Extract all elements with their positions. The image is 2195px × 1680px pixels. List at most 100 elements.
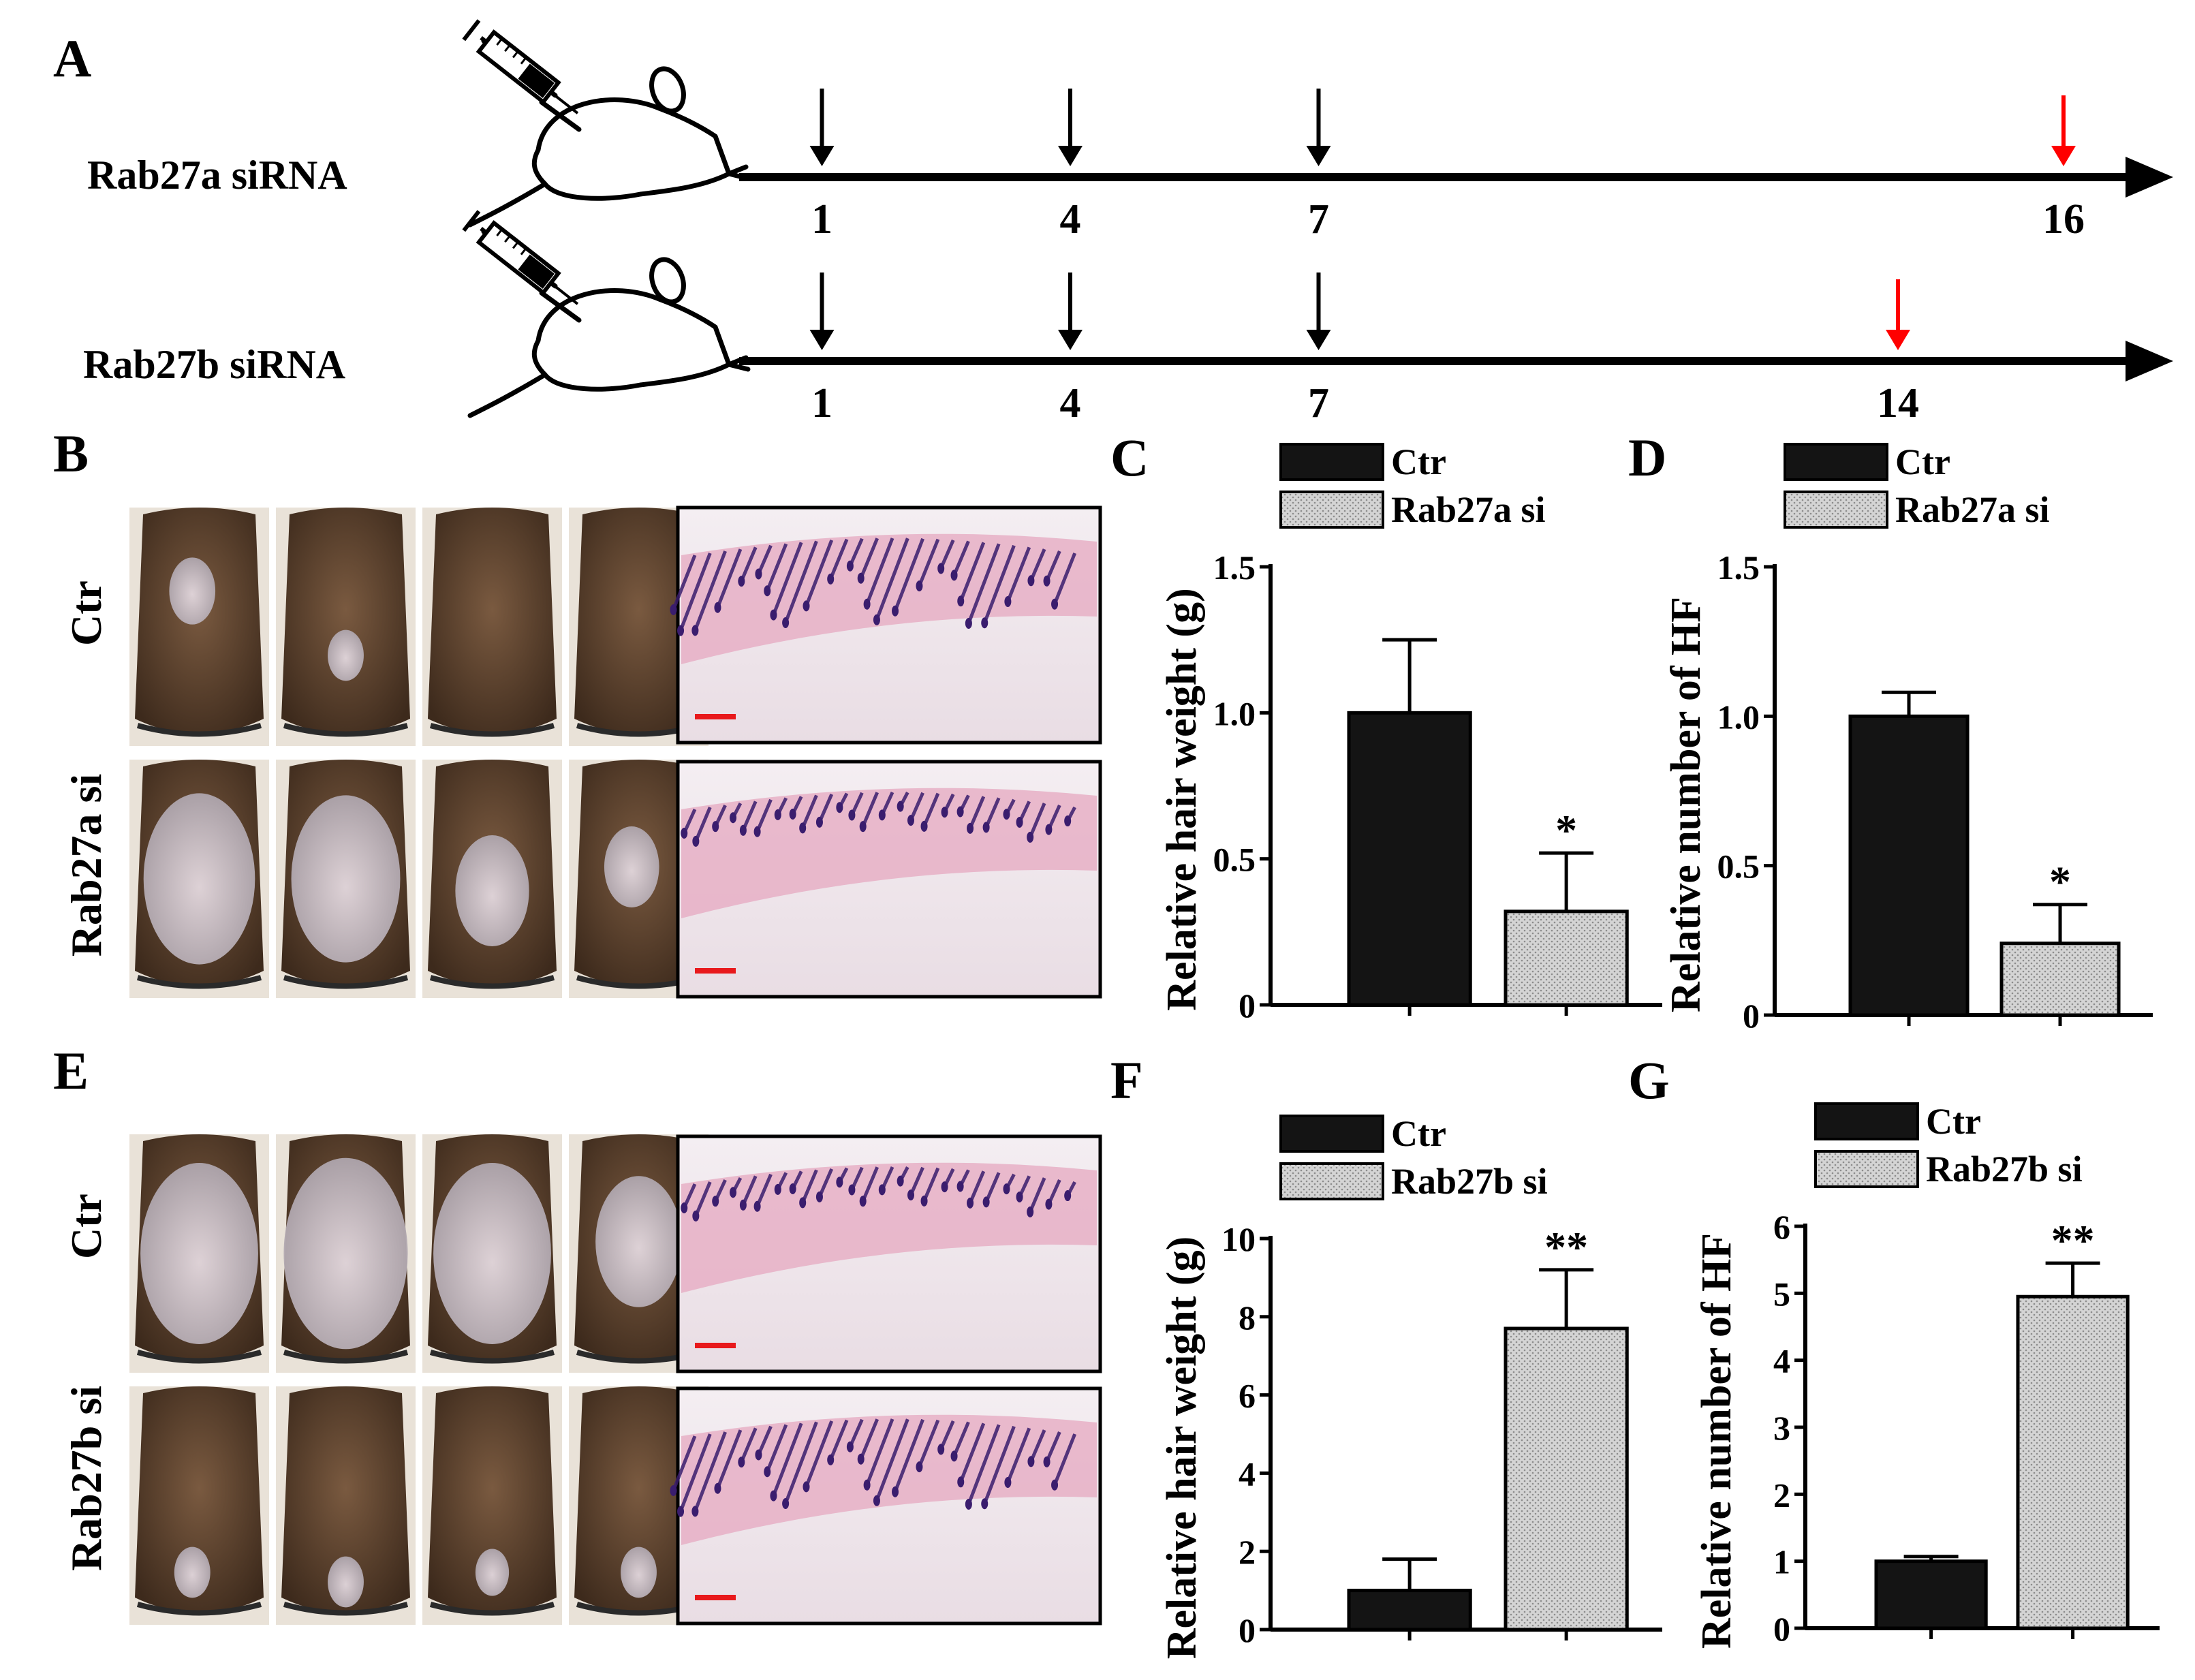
bar-si	[2016, 1294, 2130, 1630]
mouse-injection-icon	[462, 19, 751, 228]
legend-label: Ctr	[1926, 1101, 1981, 1142]
mouse-back-photo	[276, 508, 416, 746]
y-tick-label: 4	[1773, 1342, 1790, 1380]
photo-row-label: Ctr	[62, 1194, 110, 1259]
timeline-day-label: 14	[1877, 380, 1919, 426]
mouse-back-photo	[129, 508, 269, 746]
significance-marker: *	[2049, 858, 2071, 906]
timeline-day-label: 4	[1060, 196, 1081, 243]
mouse-back-photo	[276, 760, 416, 998]
y-tick-label: 1.0	[1717, 698, 1760, 736]
y-tick-label: 4	[1239, 1455, 1256, 1493]
panel-letter-a: A	[53, 29, 91, 88]
legend-swatch	[1279, 443, 1384, 481]
injection-arrowhead	[1058, 146, 1083, 166]
legend-swatch	[1814, 1102, 1919, 1140]
y-tick-label: 3	[1773, 1409, 1790, 1447]
bar-si	[1999, 942, 2121, 1017]
timeline-arrowhead	[2126, 157, 2173, 198]
y-tick-label: 2	[1773, 1476, 1790, 1514]
panel-letter-d: D	[1628, 428, 1666, 487]
legend-swatch	[1814, 1150, 1919, 1188]
chart-g: 0 1 2 3 4 5 6 Relative number of HF ** Ctr Rab27b …	[1694, 1101, 2160, 1649]
mouse-back-photo	[129, 760, 269, 998]
y-tick-label: 0.5	[1213, 841, 1256, 879]
legend-swatch	[1279, 1115, 1384, 1153]
mouse-back-photo	[422, 1386, 562, 1625]
photo-row-label: Rab27a si	[62, 774, 110, 957]
histology-section	[676, 760, 1102, 999]
panel-letter-f: F	[1110, 1051, 1143, 1110]
injection-arrowhead	[1306, 330, 1331, 350]
timeline-day-label: 16	[2042, 196, 2085, 243]
timeline-day-label: 4	[1060, 380, 1081, 426]
bar-ctr	[1848, 714, 1970, 1017]
y-tick-label: 6	[1773, 1208, 1790, 1246]
photo-panel-b: Ctr Rab27a si	[62, 505, 1102, 999]
y-tick-label: 8	[1239, 1298, 1256, 1337]
bar-ctr	[1347, 1589, 1472, 1632]
mouse-back-photo	[422, 1134, 562, 1373]
legend-label: Ctr	[1391, 441, 1446, 482]
histology-section	[670, 505, 1102, 745]
bar-si	[1504, 1326, 1629, 1632]
y-tick-label: 0	[1743, 997, 1760, 1035]
mouse-back-photo	[129, 1386, 269, 1625]
timeline-row-label: Rab27b siRNA	[83, 342, 345, 387]
legend-swatch	[1784, 443, 1888, 481]
bar-ctr	[1874, 1559, 1988, 1630]
legend-label: Rab27b si	[1391, 1161, 1548, 1202]
timeline-row-label: Rab27a siRNA	[87, 153, 347, 198]
y-tick-label: 1.5	[1717, 548, 1760, 587]
y-tick-label: 1	[1773, 1543, 1790, 1581]
legend-label: Rab27b si	[1926, 1149, 2083, 1189]
harvest-arrowhead	[2051, 146, 2076, 166]
injection-arrowhead	[809, 146, 835, 166]
bar-si	[1504, 909, 1629, 1007]
panel-letter-e: E	[53, 1041, 89, 1100]
y-tick-label: 1.5	[1213, 548, 1256, 587]
injection-arrowhead	[1058, 330, 1083, 350]
mouse-back-photo	[569, 760, 709, 998]
y-tick-label: 0	[1239, 1611, 1256, 1649]
y-tick-label: 5	[1773, 1275, 1790, 1313]
y-tick-label: 0	[1239, 986, 1256, 1025]
mouse-back-photo	[276, 1386, 416, 1625]
photo-panel-e: Ctr Rab27b si	[62, 1134, 1102, 1625]
legend-label: Rab27a si	[1391, 489, 1546, 530]
legend-label: Ctr	[1391, 1113, 1446, 1154]
harvest-arrowhead	[1886, 330, 1910, 350]
histology-section	[676, 1134, 1102, 1373]
y-axis-label: Relative hair weight (g)	[1159, 1236, 1205, 1659]
legend-swatch	[1279, 491, 1384, 529]
panel-letter-g: G	[1628, 1051, 1670, 1110]
timeline-day-label: 7	[1308, 196, 1329, 243]
mouse-injection-icon	[462, 210, 751, 418]
bar-ctr	[1347, 711, 1472, 1007]
significance-marker: *	[1555, 806, 1577, 854]
y-tick-label: 2	[1239, 1533, 1256, 1571]
histology-section	[670, 1386, 1102, 1625]
y-tick-label: 10	[1221, 1220, 1256, 1258]
mouse-back-photo	[129, 1134, 269, 1373]
mouse-back-photo	[422, 508, 562, 746]
legend-swatch	[1279, 1162, 1384, 1200]
y-tick-label: 6	[1239, 1377, 1256, 1415]
chart-f: 0 2 4 6 8 10 Relative hair weight (g) ** Ctr Rab2…	[1159, 1113, 1662, 1659]
photo-row-label: Ctr	[62, 580, 110, 646]
timeline-arrowhead	[2126, 341, 2173, 382]
y-tick-label: 0	[1773, 1610, 1790, 1648]
injection-arrowhead	[809, 330, 835, 350]
significance-marker: **	[1544, 1223, 1588, 1271]
significance-marker: **	[2051, 1216, 2095, 1264]
legend-label: Ctr	[1895, 441, 1950, 482]
panel-letter-c: C	[1110, 428, 1149, 487]
y-tick-label: 1.0	[1213, 694, 1256, 732]
legend-swatch	[1784, 491, 1888, 529]
timeline-day-label: 1	[811, 380, 832, 426]
mouse-back-photo	[422, 760, 562, 998]
y-axis-label: Relative number of HF	[1694, 1233, 1740, 1649]
